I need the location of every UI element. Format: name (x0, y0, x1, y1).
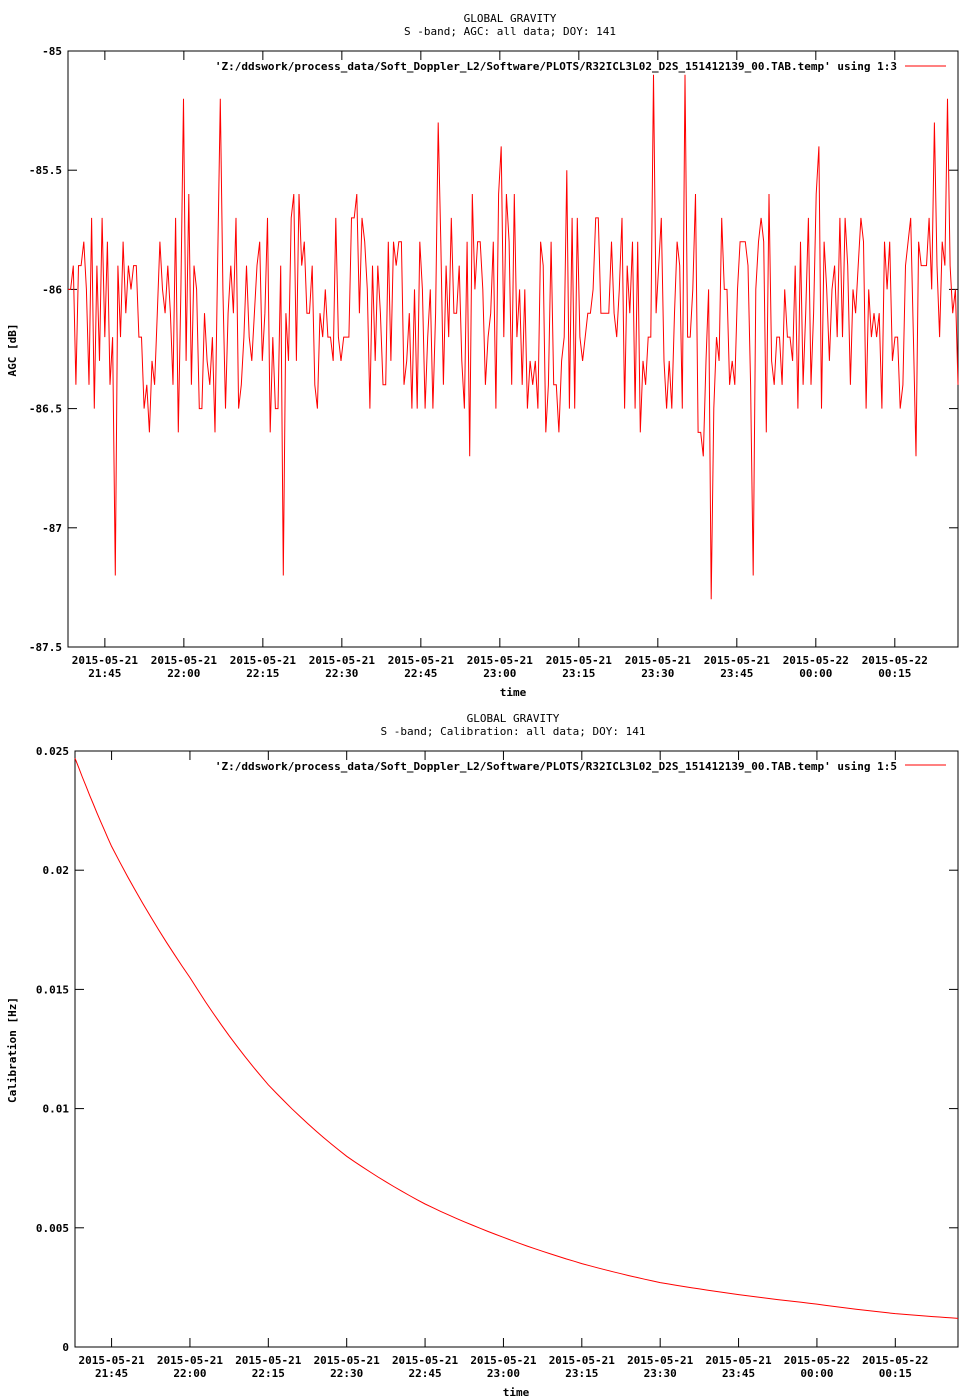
y-tick-label: 0 (62, 1341, 69, 1354)
y-tick-label: -86 (42, 283, 62, 296)
y-tick-label: -85.5 (29, 164, 62, 177)
data-series-line (74, 758, 959, 1319)
agc-chart: GLOBAL GRAVITY S -band; AGC: all data; D… (6, 12, 959, 699)
x-tick-time: 23:30 (641, 667, 674, 680)
x-tick-date: 2015-05-21 (470, 1354, 537, 1367)
x-tick-date: 2015-05-22 (862, 1354, 928, 1367)
x-tick-time: 21:45 (95, 1367, 128, 1380)
chart-title: GLOBAL GRAVITY (467, 712, 560, 725)
x-tick-time: 00:00 (800, 1367, 833, 1380)
y-tick-label: -86.5 (29, 403, 62, 416)
x-tick-date: 2015-05-21 (388, 654, 455, 667)
x-tick-time: 21:45 (88, 667, 121, 680)
calibration-chart: GLOBAL GRAVITY S -band; Calibration: all… (6, 712, 959, 1399)
x-tick-date: 2015-05-21 (625, 654, 692, 667)
y-tick-label: 0.01 (43, 1103, 70, 1116)
x-tick-date: 2015-05-21 (235, 1354, 302, 1367)
plot-frame (74, 750, 959, 1348)
legend-label: 'Z:/ddswork/process_data/Soft_Doppler_L2… (215, 760, 897, 773)
x-tick-time: 00:15 (879, 1367, 912, 1380)
x-tick-time: 23:30 (644, 1367, 677, 1380)
x-tick-date: 2015-05-21 (704, 654, 771, 667)
x-tick-time: 22:00 (167, 667, 200, 680)
chart-subtitle: S -band; Calibration: all data; DOY: 141 (381, 725, 646, 738)
x-tick-date: 2015-05-21 (314, 1354, 381, 1367)
y-tick-label: 0.005 (36, 1222, 69, 1235)
x-tick-date: 2015-05-21 (309, 654, 376, 667)
x-tick-date: 2015-05-21 (627, 1354, 694, 1367)
x-tick-date: 2015-05-21 (705, 1354, 772, 1367)
y-tick-label: -87.5 (29, 641, 62, 654)
y-tick-label: -85 (42, 45, 62, 58)
x-tick-date: 2015-05-22 (784, 1354, 850, 1367)
x-tick-time: 23:15 (565, 1367, 598, 1380)
legend-label: 'Z:/ddswork/process_data/Soft_Doppler_L2… (215, 60, 897, 73)
x-tick-time: 22:30 (330, 1367, 363, 1380)
x-axis-label: time (500, 686, 527, 699)
x-tick-time: 23:15 (562, 667, 595, 680)
x-tick-time: 00:00 (799, 667, 832, 680)
x-tick-time: 22:45 (404, 667, 437, 680)
y-tick-label: 0.02 (43, 864, 70, 877)
x-tick-date: 2015-05-21 (546, 654, 613, 667)
chart-subtitle: S -band; AGC: all data; DOY: 141 (404, 25, 616, 38)
x-tick-date: 2015-05-22 (862, 654, 928, 667)
x-tick-date: 2015-05-21 (392, 1354, 459, 1367)
x-tick-date: 2015-05-21 (151, 654, 218, 667)
x-tick-time: 22:15 (246, 667, 279, 680)
plot-frame (67, 50, 959, 648)
x-axis-label: time (503, 1386, 530, 1399)
x-tick-date: 2015-05-21 (78, 1354, 145, 1367)
x-tick-time: 22:00 (173, 1367, 206, 1380)
y-tick-label: 0.015 (36, 983, 69, 996)
x-tick-time: 23:00 (483, 667, 516, 680)
x-tick-date: 2015-05-21 (230, 654, 297, 667)
x-tick-time: 22:15 (252, 1367, 285, 1380)
x-tick-time: 23:45 (720, 667, 753, 680)
y-axis-label: AGC [dB] (6, 324, 19, 377)
x-tick-time: 23:45 (722, 1367, 755, 1380)
x-tick-time: 23:00 (487, 1367, 520, 1380)
y-tick-label: 0.025 (36, 745, 69, 758)
x-tick-time: 22:45 (409, 1367, 442, 1380)
x-tick-time: 00:15 (878, 667, 911, 680)
x-tick-date: 2015-05-21 (467, 654, 534, 667)
y-axis-label: Calibration [Hz] (6, 997, 19, 1103)
chart-title: GLOBAL GRAVITY (464, 12, 557, 25)
x-tick-date: 2015-05-21 (549, 1354, 616, 1367)
data-series-line (68, 74, 959, 600)
x-tick-date: 2015-05-21 (157, 1354, 224, 1367)
x-tick-date: 2015-05-21 (72, 654, 139, 667)
x-tick-time: 22:30 (325, 667, 358, 680)
y-tick-label: -87 (42, 522, 62, 535)
x-tick-date: 2015-05-22 (783, 654, 849, 667)
